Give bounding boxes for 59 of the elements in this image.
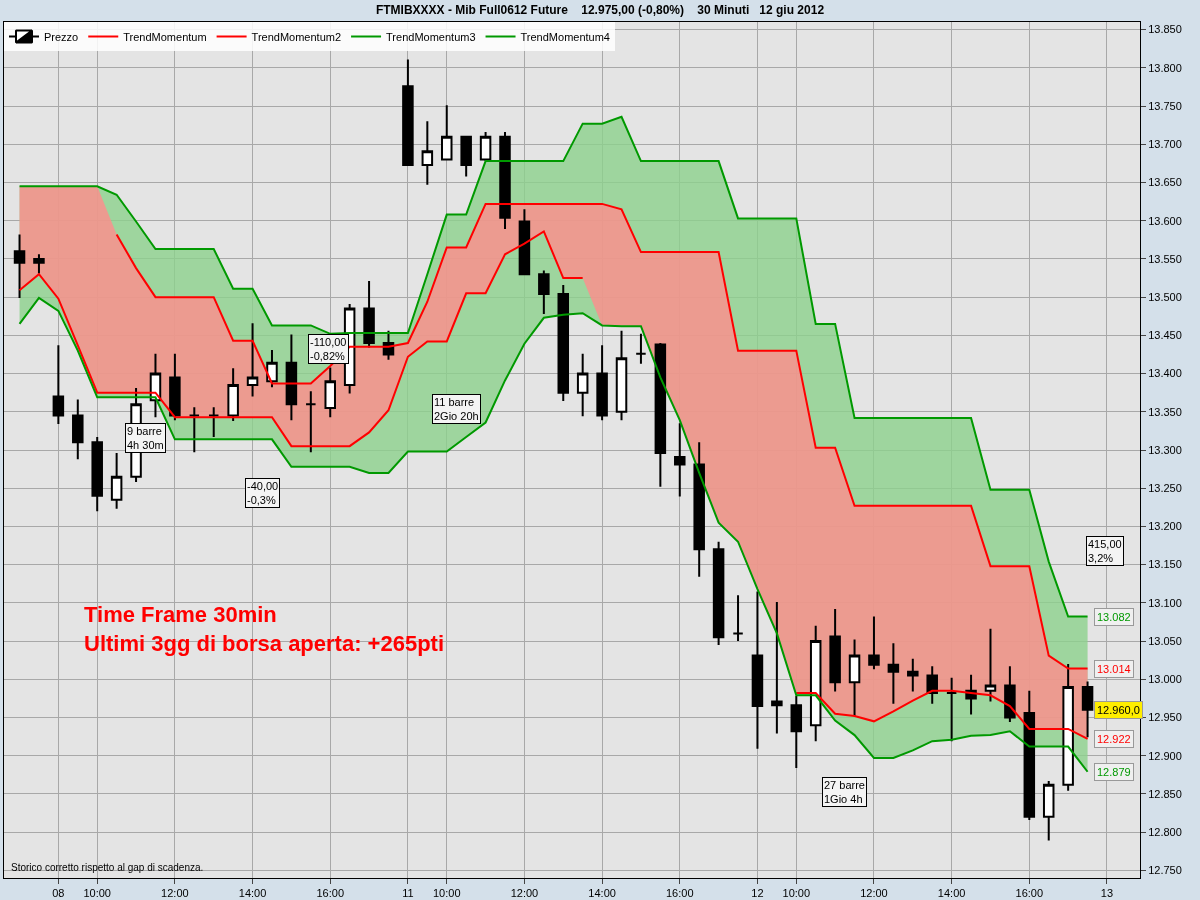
y-tick-label: 13.550 [1148,252,1182,265]
legend-label: Prezzo [44,30,79,43]
legend-label: TrendMomentum [123,30,207,43]
x-tick-label: 10:00 [782,887,811,900]
y-tick-label: 13.700 [1148,138,1182,151]
annotation: 12.960,0 [1097,704,1140,716]
y-tick-label: 12.900 [1148,749,1182,762]
y-tick-label: 13.850 [1148,23,1182,36]
y-tick-label: 13.150 [1148,558,1182,571]
x-tick-label: 12 [751,887,764,900]
x-tick-label: 16:00 [666,887,694,900]
y-tick-label: 13.000 [1148,673,1182,686]
y-tick-label: 13.350 [1148,405,1182,418]
y-tick-label: 13.500 [1148,290,1182,303]
x-tick-label: 16:00 [316,887,345,900]
y-tick-label: 13.800 [1148,61,1182,74]
x-tick-label: 11 [402,887,414,900]
x-tick-label: 08 [52,887,65,900]
annotation: 11 barre 2Gio 20h [434,396,479,423]
y-tick-label: 12.750 [1148,864,1182,877]
data-label: 12.879 [1097,766,1131,778]
annotation: 9 barre 4h 30m [127,425,164,452]
y-tick-label: 13.050 [1148,634,1182,647]
y-tick-label: 13.200 [1148,520,1182,533]
y-tick-label: 13.250 [1148,482,1182,495]
legend-label: TrendMomentum4 [520,30,610,43]
y-tick-label: 13.100 [1148,596,1182,609]
data-label: 12.922 [1097,733,1131,745]
annotation: -110,00 -0,82% [310,336,347,363]
legend-label: TrendMomentum3 [386,30,476,43]
x-tick-label: 12:00 [161,887,189,900]
x-tick-label: 10:00 [432,887,461,900]
annotation: Storico corretto rispetto al gap di scadenza. [11,862,204,873]
data-label: 13.082 [1097,611,1131,623]
y-tick-label: 13.600 [1148,214,1182,227]
annotation: Ultimi 3gg di borsa aperta: +265pti [84,631,445,656]
chart-title: FTMIBXXXX - Mib Full0612 Future 12.975,00 (-0,80%) 30 Minuti 12 giu 2012 [375,2,825,17]
y-tick-label: 13.300 [1148,443,1182,456]
x-tick-label: 16:00 [1015,887,1044,900]
annotation: Time Frame 30min [84,602,277,627]
annotation: -40,00 -0,3% [247,480,279,507]
y-tick-label: 13.750 [1148,99,1182,112]
x-tick-label: 14:00 [588,887,616,900]
x-tick-label: 12:00 [510,887,539,900]
y-tick-label: 12.800 [1148,825,1182,838]
x-tick-label: 14:00 [238,887,267,900]
data-label: 13.014 [1097,663,1131,675]
y-tick-label: 13.650 [1148,176,1182,189]
y-tick-label: 13.400 [1148,367,1182,380]
annotation: 27 barre 1Gio 4h [824,779,865,806]
x-tick-label: 13 [1100,887,1114,900]
x-tick-label: 14:00 [937,887,966,900]
y-tick-label: 13.450 [1148,329,1182,342]
annotation: 415,00 3,2% [1088,538,1122,565]
x-tick-label: 10:00 [83,887,111,900]
y-tick-label: 12.950 [1148,711,1182,724]
y-tick-label: 12.850 [1148,787,1182,800]
legend-label: TrendMomentum2 [251,30,342,43]
x-tick-label: 12:00 [860,887,888,900]
